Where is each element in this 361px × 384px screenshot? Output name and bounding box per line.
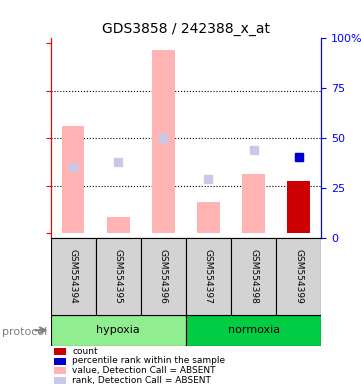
Text: protocol: protocol xyxy=(2,327,47,337)
Text: GSM554398: GSM554398 xyxy=(249,249,258,304)
Bar xyxy=(54,367,66,374)
FancyBboxPatch shape xyxy=(186,238,231,315)
Text: normoxia: normoxia xyxy=(227,325,280,335)
FancyBboxPatch shape xyxy=(231,238,276,315)
Bar xyxy=(54,358,66,365)
Bar xyxy=(287,181,310,233)
Text: GSM554394: GSM554394 xyxy=(69,249,78,304)
Text: hypoxia: hypoxia xyxy=(96,325,140,335)
FancyBboxPatch shape xyxy=(276,238,321,315)
Text: GSM554397: GSM554397 xyxy=(204,249,213,304)
Bar xyxy=(107,217,130,233)
Bar xyxy=(152,50,175,233)
Bar xyxy=(54,377,66,384)
Bar xyxy=(62,126,84,233)
Bar xyxy=(54,348,66,355)
Bar xyxy=(287,181,310,233)
Text: percentile rank within the sample: percentile rank within the sample xyxy=(72,356,225,366)
Text: GSM554395: GSM554395 xyxy=(114,249,123,304)
Bar xyxy=(242,174,265,233)
Bar xyxy=(197,202,220,233)
FancyBboxPatch shape xyxy=(186,315,321,346)
Title: GDS3858 / 242388_x_at: GDS3858 / 242388_x_at xyxy=(102,22,270,36)
Text: GSM554396: GSM554396 xyxy=(159,249,168,304)
FancyBboxPatch shape xyxy=(51,238,96,315)
FancyBboxPatch shape xyxy=(96,238,141,315)
Text: value, Detection Call = ABSENT: value, Detection Call = ABSENT xyxy=(72,366,216,375)
FancyBboxPatch shape xyxy=(51,315,186,346)
Text: rank, Detection Call = ABSENT: rank, Detection Call = ABSENT xyxy=(72,376,211,384)
FancyBboxPatch shape xyxy=(141,238,186,315)
Text: count: count xyxy=(72,347,97,356)
Text: GSM554399: GSM554399 xyxy=(294,249,303,304)
